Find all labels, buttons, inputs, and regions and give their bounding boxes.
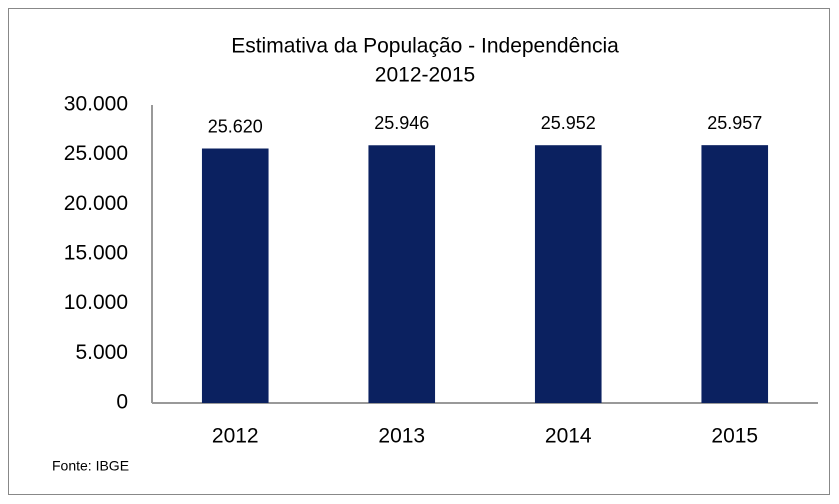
bar [201, 148, 269, 403]
bar [368, 145, 436, 404]
x-tick-label: 2014 [545, 425, 592, 448]
x-tick-label: 2012 [212, 425, 259, 448]
y-tick-label: 25.000 [64, 142, 128, 165]
value-label: 25.952 [541, 113, 596, 133]
y-tick-label: 10.000 [64, 291, 128, 314]
bar [701, 145, 769, 403]
value-label: 25.620 [208, 116, 263, 136]
chart-title: Estimativa da População - Independência [231, 35, 619, 58]
bar [534, 145, 602, 403]
source-note: Fonte: IBGE [52, 458, 129, 474]
y-tick-label: 5.000 [75, 341, 128, 364]
y-tick-label: 20.000 [64, 192, 128, 215]
y-tick-label: 0 [116, 391, 128, 414]
y-tick-label: 30.000 [64, 93, 128, 116]
x-tick-label: 2015 [711, 425, 758, 448]
chart-subtitle: 2012-2015 [375, 64, 475, 87]
x-tick-label: 2013 [378, 425, 425, 448]
y-tick-label: 15.000 [64, 242, 128, 265]
value-label: 25.957 [707, 113, 762, 133]
value-label: 25.946 [374, 113, 429, 133]
